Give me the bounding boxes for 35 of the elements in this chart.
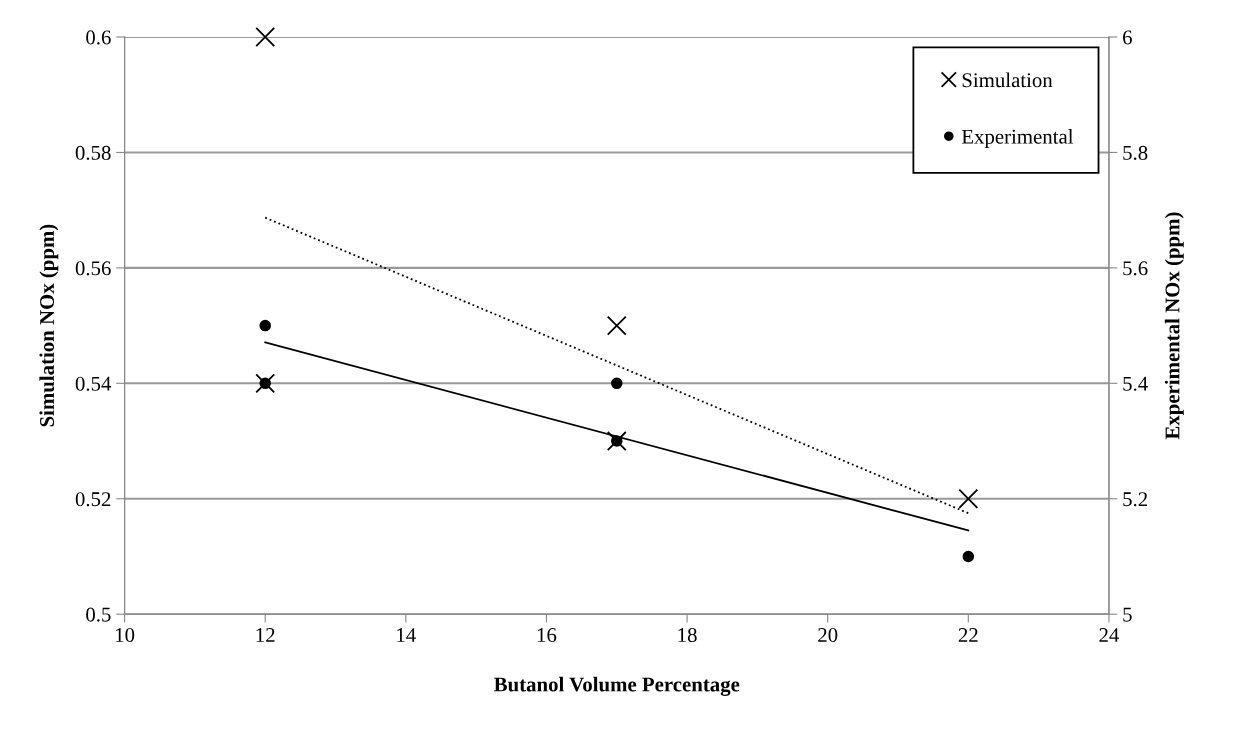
y-tick-label: 0.52 [75,492,111,507]
y2-tick-label: 5.4 [1123,376,1148,391]
x-axis-title: Butanol Volume Percentage [494,676,740,696]
y2-tick-label: 6 [1123,30,1132,45]
point [606,431,627,451]
y-axis-title: Simulation NOx (ppm) [39,224,59,427]
x-tick-label: 24 [1099,628,1120,642]
point [958,488,979,509]
y2-tick-label: 5.6 [1123,261,1148,276]
x-tick-label: 20 [818,628,838,643]
point [259,319,271,332]
legend-label: Simulation [962,72,1053,88]
point [255,373,276,394]
y2-tick-label: 5.2 [1123,492,1148,507]
point [611,377,623,390]
x-tick-label: 14 [397,628,416,642]
legend-label: Experimental [961,129,1074,148]
x-tick-label: 10 [116,628,135,643]
y-tick-label: 0.56 [75,261,111,276]
point [606,315,627,336]
y-tick-label: 0.6 [86,30,111,45]
x-tick-label: 22 [958,628,978,642]
x-tick-label: 16 [537,628,557,643]
y-tick-label: 0.54 [75,376,112,391]
x-tick-label: 18 [678,628,697,643]
y2-axis-title: Experimental NOx (ppm) [1164,212,1184,440]
y-tick-label: 0.58 [75,145,111,160]
x-tick-label: 12 [256,628,275,642]
point [611,435,623,447]
point [962,550,975,563]
y2-tick-label: 5 [1123,607,1132,622]
y-tick-label: 0.5 [86,607,111,622]
point [259,377,271,390]
point [255,27,276,47]
y2-tick-label: 5.8 [1123,145,1148,160]
